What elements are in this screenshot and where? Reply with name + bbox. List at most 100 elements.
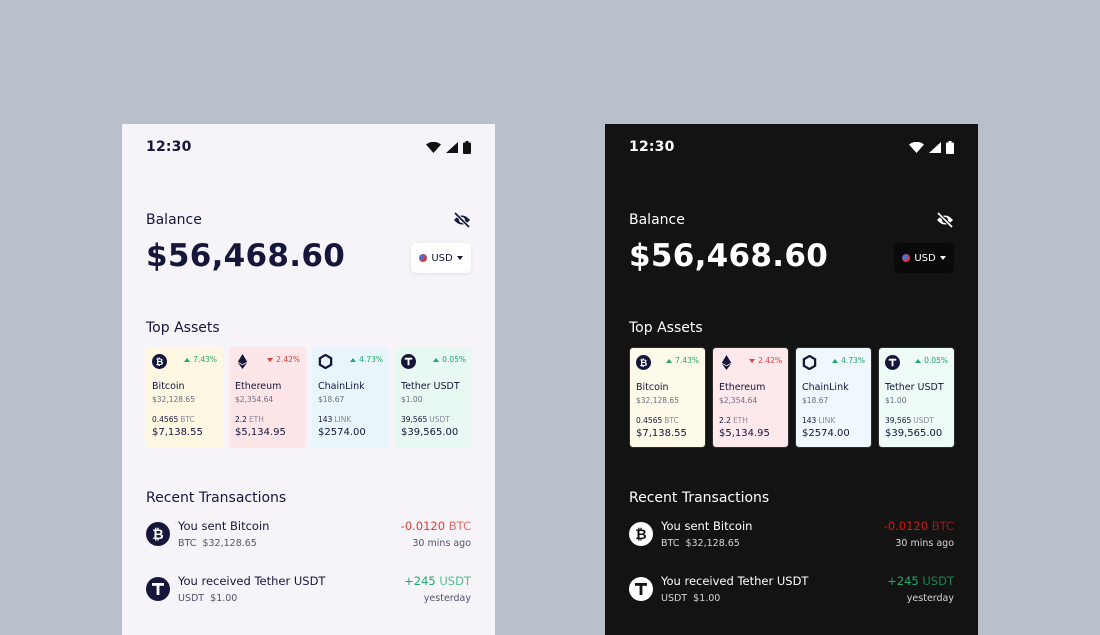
asset-card-ethereum[interactable]: 2.42% Ethereum $2,354.64 2.2 ETH $5,134.9… [712, 347, 789, 448]
asset-change: 4.73% [832, 356, 865, 365]
currency-label: USD [431, 252, 453, 264]
asset-holding-unit: LINK [818, 416, 836, 425]
svg-text:₿: ₿ [156, 357, 164, 368]
trend-up-icon [184, 357, 191, 362]
chevron-down-icon [939, 256, 946, 260]
asset-value: $7,138.55 [636, 428, 687, 439]
asset-holding-amount: 0.4565 [636, 416, 663, 425]
assets-list: ₿ 7.43% Bitcoin $32,128.65 0.4565 BTC $7,… [146, 347, 472, 448]
asset-holding-unit: BTC [664, 416, 679, 425]
asset-change-value: 4.73% [359, 355, 383, 364]
asset-change-value: 2.42% [758, 356, 782, 365]
tether-icon [146, 577, 170, 601]
asset-holding-unit: ETH [248, 415, 264, 424]
transaction-time: yesterday [423, 593, 471, 604]
asset-value: $5,134.95 [719, 428, 770, 439]
tether-icon [401, 354, 416, 369]
status-time: 12:30 [629, 139, 675, 155]
asset-price: $1.00 [885, 396, 907, 405]
asset-card-chainlink[interactable]: 4.73% ChainLink $18.67 143 LINK $2574.00 [312, 347, 389, 448]
recent-transactions-title: Recent Transactions [629, 490, 770, 506]
hide-balance-icon[interactable] [936, 212, 954, 228]
asset-change: 2.42% [749, 356, 782, 365]
transaction-amount-value: -0.0120 [883, 519, 929, 533]
transaction-row[interactable]: You received Tether USDT USDT $1.00 +245… [146, 572, 471, 616]
asset-price: $32,128.65 [152, 395, 195, 404]
transaction-row[interactable]: ₿ You sent Bitcoin BTC $32,128.65 -0.012… [146, 517, 471, 561]
phone-light: 12:30 Balance $56,468.60 USD Top Assets … [122, 124, 495, 635]
status-time: 12:30 [146, 139, 192, 155]
hide-balance-icon[interactable] [453, 212, 471, 228]
top-assets-title: Top Assets [146, 320, 220, 336]
asset-value: $2574.00 [318, 427, 366, 438]
transaction-price: $32,128.65 [685, 538, 740, 549]
transaction-amount: -0.0120 BTC [401, 519, 471, 533]
currency-selector[interactable]: USD [411, 243, 471, 273]
tether-icon [885, 355, 900, 370]
asset-card-bitcoin[interactable]: ₿ 7.43% Bitcoin $32,128.65 0.4565 BTC $7,… [629, 347, 706, 448]
asset-holding-amount: 143 [802, 416, 817, 425]
transaction-title: You received Tether USDT [661, 574, 809, 588]
asset-change-value: 7.43% [675, 356, 699, 365]
us-flag-icon [419, 254, 428, 262]
transaction-time: 30 mins ago [895, 538, 954, 549]
asset-card-tether[interactable]: 0.05% Tether USDT $1.00 39,565 USDT $39,5… [878, 347, 955, 448]
battery-icon [946, 140, 954, 154]
asset-name: Ethereum [719, 382, 766, 393]
cellular-signal-icon [446, 141, 458, 153]
transaction-detail: USDT $1.00 [661, 593, 720, 604]
asset-change: 0.05% [915, 356, 948, 365]
transaction-time: yesterday [906, 593, 954, 604]
trend-up-icon [832, 358, 839, 363]
transaction-symbol: USDT [178, 593, 205, 604]
asset-holding: 2.2 ETH [235, 415, 264, 424]
transaction-amount: -0.0120 BTC [884, 519, 954, 533]
asset-change: 0.05% [433, 355, 466, 364]
asset-holding: 39,565 USDT [885, 416, 934, 425]
assets-list: ₿ 7.43% Bitcoin $32,128.65 0.4565 BTC $7,… [629, 347, 955, 448]
asset-holding-amount: 2.2 [719, 416, 731, 425]
currency-selector[interactable]: USD [894, 243, 954, 273]
chevron-down-icon [456, 256, 463, 260]
transaction-amount-unit: BTC [931, 519, 954, 533]
asset-name: Tether USDT [885, 382, 944, 393]
trend-up-icon [433, 357, 440, 362]
asset-change: 7.43% [666, 356, 699, 365]
asset-name: ChainLink [318, 381, 365, 392]
asset-change: 7.43% [184, 355, 217, 364]
asset-value: $5,134.95 [235, 427, 286, 438]
currency-label: USD [914, 252, 936, 264]
asset-change: 4.73% [350, 355, 383, 364]
asset-holding-unit: LINK [334, 415, 352, 424]
bitcoin-icon: ₿ [629, 522, 653, 546]
transaction-row[interactable]: ₿ You sent Bitcoin BTC $32,128.65 -0.012… [629, 517, 954, 561]
transaction-row[interactable]: You received Tether USDT USDT $1.00 +245… [629, 572, 954, 616]
asset-change-value: 4.73% [841, 356, 865, 365]
asset-card-ethereum[interactable]: 2.42% Ethereum $2,354.64 2.2 ETH $5,134.9… [229, 347, 306, 448]
asset-card-bitcoin[interactable]: ₿ 7.43% Bitcoin $32,128.65 0.4565 BTC $7,… [146, 347, 223, 448]
recent-transactions-title: Recent Transactions [146, 490, 287, 506]
asset-price: $2,354.64 [719, 396, 758, 405]
svg-text:₿: ₿ [635, 527, 646, 543]
asset-holding-amount: 0.4565 [152, 415, 179, 424]
asset-holding: 143 LINK [802, 416, 835, 425]
transaction-price: $32,128.65 [202, 538, 257, 549]
asset-card-chainlink[interactable]: 4.73% ChainLink $18.67 143 LINK $2574.00 [795, 347, 872, 448]
chainlink-icon [318, 354, 333, 369]
asset-holding-unit: ETH [732, 416, 748, 425]
bitcoin-icon: ₿ [152, 354, 167, 369]
asset-holding-amount: 39,565 [885, 416, 912, 425]
asset-name: ChainLink [802, 382, 849, 393]
wifi-icon [909, 141, 924, 153]
transaction-amount-unit: BTC [448, 519, 471, 533]
ethereum-icon [721, 355, 732, 370]
asset-change-value: 0.05% [924, 356, 948, 365]
asset-price: $32,128.65 [636, 396, 679, 405]
status-bar: 12:30 [629, 138, 954, 156]
trend-up-icon [915, 358, 922, 363]
balance-amount: $56,468.60 [629, 238, 829, 274]
battery-icon [463, 140, 471, 154]
balance-label: Balance [146, 212, 202, 228]
asset-card-tether[interactable]: 0.05% Tether USDT $1.00 39,565 USDT $39,5… [395, 347, 472, 448]
system-icons [909, 140, 954, 154]
